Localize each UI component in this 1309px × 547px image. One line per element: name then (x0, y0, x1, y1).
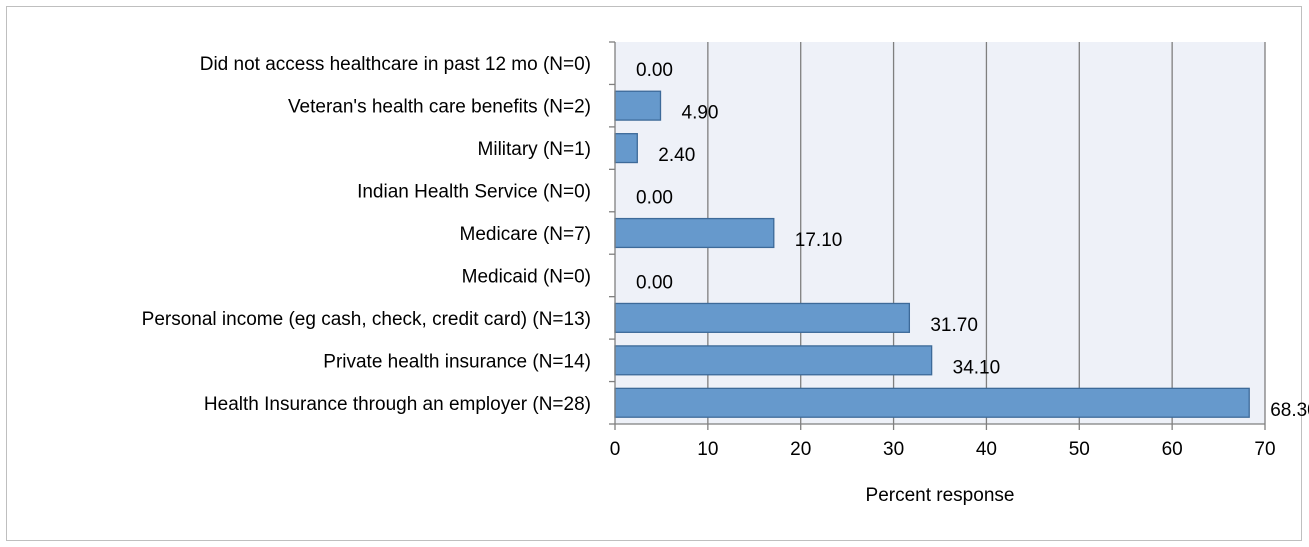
bar (614, 90, 662, 121)
x-tick-label: 40 (976, 439, 997, 460)
category-label: Personal income (eg cash, check, credit … (142, 309, 591, 330)
data-label: 2.40 (658, 145, 695, 166)
category-label: Indian Health Service (N=0) (357, 182, 591, 203)
category-label: Health Insurance through an employer (N=… (204, 394, 591, 415)
category-label: Medicare (N=7) (460, 224, 591, 245)
x-axis-title: Percent response (866, 485, 1015, 506)
data-label: 31.70 (930, 315, 978, 336)
x-tick-label: 70 (1254, 439, 1275, 460)
x-tick-label: 50 (1069, 439, 1090, 460)
x-tick-label: 10 (697, 439, 718, 460)
data-label: 0.00 (636, 272, 673, 293)
x-tick-label: 60 (1162, 439, 1183, 460)
bar (614, 302, 911, 333)
category-label: Medicaid (N=0) (462, 266, 591, 287)
data-label: 68.30 (1270, 400, 1309, 421)
category-label: Military (N=1) (478, 139, 591, 160)
data-label: 17.10 (795, 230, 843, 251)
category-label: Veteran's health care benefits (N=2) (288, 97, 591, 118)
x-tick-label: 0 (610, 439, 621, 460)
x-tick-label: 20 (790, 439, 811, 460)
category-label: Did not access healthcare in past 12 mo … (200, 54, 591, 75)
bar (614, 217, 775, 249)
data-label: 0.00 (636, 60, 673, 81)
data-label: 34.10 (953, 357, 1001, 378)
data-label: 0.00 (636, 188, 673, 209)
data-label: 4.90 (682, 103, 719, 124)
bar (614, 133, 638, 164)
x-tick-label: 30 (883, 439, 904, 460)
bar (614, 387, 1250, 418)
category-label: Private health insurance (N=14) (323, 351, 591, 372)
bar (614, 345, 933, 376)
